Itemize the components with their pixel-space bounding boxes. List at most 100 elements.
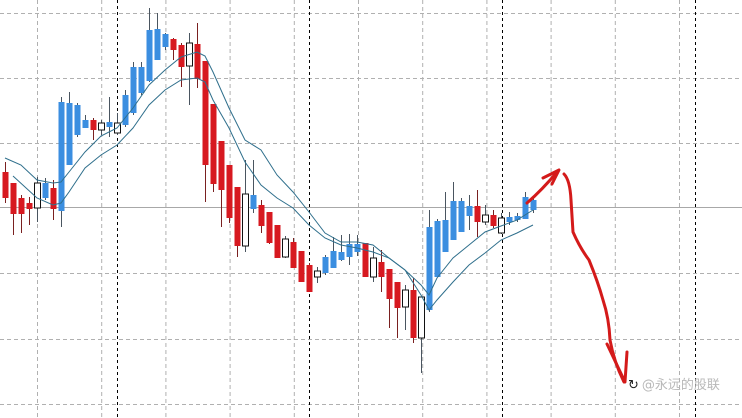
- candle-body: [122, 95, 129, 125]
- candle: [306, 263, 313, 292]
- candle: [282, 236, 289, 258]
- annotation-up-arrowhead: [541, 168, 561, 186]
- candle: [450, 182, 457, 240]
- candle: [418, 296, 425, 373]
- candle: [130, 62, 137, 115]
- candle-body: [322, 257, 329, 273]
- candle-body: [370, 257, 377, 278]
- candle-body: [74, 105, 81, 135]
- candle: [170, 38, 177, 60]
- candle: [514, 213, 521, 222]
- watermark: ↻ @永远的股联: [628, 374, 720, 393]
- candle: [66, 92, 73, 165]
- candle: [26, 197, 33, 225]
- candle-body: [34, 182, 41, 209]
- candle-body: [10, 183, 17, 214]
- candle: [266, 212, 273, 244]
- candle-body: [442, 220, 449, 252]
- candle: [186, 33, 193, 105]
- candle: [498, 213, 505, 234]
- candle: [194, 23, 201, 88]
- annotation-up-arrow-shaft: [525, 169, 560, 205]
- candle-body: [106, 122, 113, 127]
- candle: [474, 190, 481, 237]
- candle-body: [162, 34, 169, 47]
- candle-body: [298, 251, 305, 282]
- candle: [442, 192, 449, 252]
- candle-body: [282, 238, 289, 258]
- candle: [386, 269, 393, 328]
- candle-body: [2, 172, 9, 198]
- candle-body: [394, 282, 401, 308]
- candle-body: [90, 120, 97, 130]
- annotation-down-curve: [562, 172, 626, 384]
- candle-body: [130, 67, 137, 113]
- candle: [426, 210, 433, 312]
- candle-body: [418, 296, 425, 339]
- watermark-text: @永远的股联: [641, 378, 720, 393]
- candle-body: [514, 216, 521, 220]
- candles: [2, 8, 537, 373]
- candle: [250, 160, 257, 213]
- candle-body: [426, 227, 433, 310]
- moving-averages: [4, 51, 534, 311]
- candle-body: [402, 289, 409, 308]
- candle: [58, 97, 65, 227]
- candle-body: [338, 252, 345, 260]
- candle-body: [386, 269, 393, 299]
- candle-body: [138, 67, 145, 93]
- period-separators: [117, 0, 696, 418]
- candle: [274, 225, 281, 258]
- annotation-down-arrowhead: [605, 342, 629, 384]
- candle-body: [274, 225, 281, 258]
- candle: [82, 115, 89, 128]
- candle: [482, 205, 489, 225]
- candle: [354, 235, 361, 256]
- candle-body: [146, 30, 153, 81]
- candle: [2, 162, 9, 203]
- watermark-logo-icon: ↻: [628, 378, 639, 393]
- candle: [122, 90, 129, 127]
- candle-body: [458, 201, 465, 232]
- candle-body: [202, 61, 209, 165]
- candle-body: [42, 183, 49, 198]
- candle-body: [242, 193, 249, 247]
- moving-average-slow: [12, 77, 534, 311]
- candle: [322, 255, 329, 275]
- candle-body: [378, 262, 385, 277]
- candle-body: [290, 242, 297, 268]
- candle: [218, 141, 225, 227]
- candle-body: [306, 265, 313, 292]
- candle: [210, 104, 217, 192]
- candle-body: [410, 290, 417, 338]
- candle: [162, 33, 169, 50]
- candle-body: [210, 104, 217, 184]
- candle-body: [434, 221, 441, 277]
- candle: [370, 247, 377, 282]
- moving-average-fast: [4, 51, 534, 296]
- candle-body: [58, 102, 65, 211]
- candle-body: [314, 270, 321, 278]
- candle: [10, 183, 17, 235]
- candle-body: [362, 243, 369, 277]
- candle-body: [330, 251, 337, 268]
- candle: [234, 187, 241, 257]
- candle-body: [154, 29, 161, 60]
- candle-body: [18, 198, 25, 214]
- candle: [402, 285, 409, 330]
- candle: [258, 200, 265, 233]
- candle-body: [266, 212, 273, 243]
- candle: [466, 195, 473, 230]
- candle: [154, 13, 161, 60]
- candle: [50, 180, 57, 220]
- candle-body: [194, 44, 201, 79]
- candle-body: [226, 165, 233, 218]
- candle-body: [26, 203, 33, 209]
- candle-body: [98, 122, 105, 131]
- candle-body: [474, 206, 481, 222]
- candle-body: [178, 45, 185, 67]
- candle: [378, 250, 385, 292]
